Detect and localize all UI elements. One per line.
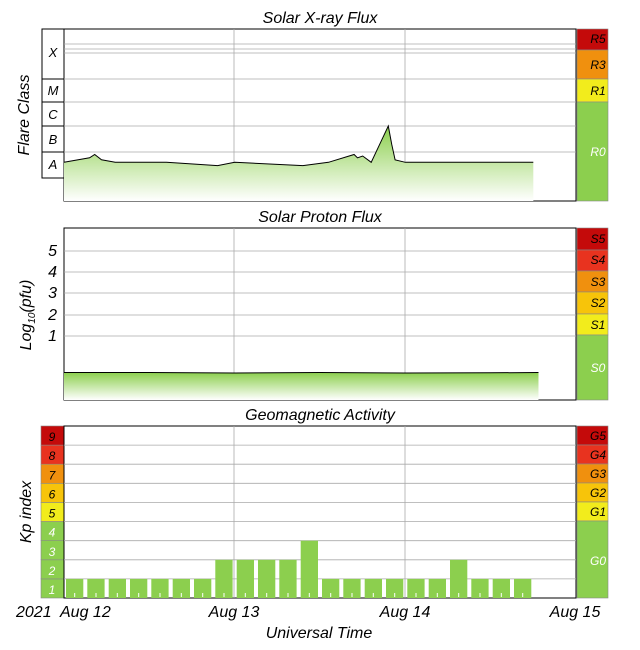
kp-level-label: 6 [49,487,56,501]
proton-title: Solar Proton Flux [258,209,383,226]
kp-level-label: 5 [49,507,56,521]
xray-r-scale: R5 R3 R1 R0 [576,28,609,202]
class-label-m: M [48,83,59,98]
proton-ylabel-sub: 10 [27,312,38,324]
x-tick-aug13: Aug 13 [208,604,260,621]
kp-level-label: 2 [48,564,56,578]
kp-bar [322,578,340,598]
geomag-gridlines [64,426,576,598]
s0-label: S0 [591,361,606,375]
s0-box [576,334,609,401]
kp-level-label: 3 [49,545,56,559]
kp-level-label: 4 [49,526,56,540]
kp-bar [258,559,276,598]
kp-bar [151,578,169,598]
xray-flux-line [63,124,534,167]
geomag-ylabel: Kp index [18,480,35,543]
kp-bar [492,578,510,598]
proton-panel: Solar Proton Flux Log10(pfu) 5 4 3 2 1 [18,209,609,401]
proton-ylabel: Log10(pfu) [18,280,38,351]
g2-label: G2 [590,486,606,500]
g3-label: G3 [590,467,606,481]
r5-label: R5 [590,32,606,46]
x-tick-aug14: Aug 14 [379,604,431,621]
x-axis-year: 2021 [15,604,52,621]
kp-bar [450,559,468,598]
proton-flux-line [64,371,539,374]
kp-bar [87,578,105,598]
kp-bar [428,578,446,598]
proton-ytick-2: 2 [47,307,57,324]
proton-flux-area [64,372,539,400]
class-label-a: A [48,157,58,172]
s4-label: S4 [591,253,606,267]
class-label-b: B [49,132,58,147]
kp-bar [364,578,382,598]
x-axis: 2021 Aug 12 Aug 13 Aug 14 Aug 15 Univers… [15,604,600,642]
geomag-plot-frame [63,425,577,599]
kp-bar [300,540,318,598]
x-tick-aug15: Aug 15 [549,604,601,621]
kp-bar [407,578,425,598]
geomag-panel: Geomagnetic Activity Kp index 123456789 … [18,407,609,599]
proton-ytick-1: 1 [48,328,57,345]
proton-flux-series [64,371,539,400]
proton-ytick-3: 3 [48,285,57,302]
kp-bar [108,578,126,598]
proton-yticks: 5 4 3 2 1 [47,243,57,345]
s1-label: S1 [591,318,606,332]
proton-ylabel-main: Log [18,324,35,351]
kp-level-label: 7 [49,468,57,482]
kp-bar [194,578,212,598]
kp-level-label: 8 [49,449,56,463]
kp-bar [343,578,361,598]
xray-panel: Solar X-ray Flux Flare Class X M C B A [16,10,609,202]
s3-label: S3 [591,275,606,289]
xray-gridlines [64,29,576,201]
kp-bar [514,578,532,598]
proton-gridlines [64,228,576,400]
class-label-c: C [48,107,58,122]
geomag-g-scale: G5 G4 G3 G2 G1 G0 [576,425,609,599]
kp-bar [236,559,254,598]
kp-bar [386,578,404,598]
kp-bars [66,540,532,598]
proton-ytick-4: 4 [48,264,57,281]
xray-flux-area [64,126,534,201]
kp-bar [471,578,489,598]
kp-bar [279,559,297,598]
kp-bar [66,578,84,598]
r1-label: R1 [590,84,605,98]
g1-label: G1 [590,505,606,519]
proton-ytick-5: 5 [48,243,57,260]
r0-label: R0 [590,145,606,159]
g0-label: G0 [590,554,606,568]
geomag-title: Geomagnetic Activity [245,407,396,424]
x-tick-aug12: Aug 12 [59,604,111,621]
x-axis-title: Universal Time [266,625,373,642]
xray-title: Solar X-ray Flux [263,10,379,27]
r3-label: R3 [590,58,606,72]
g5-label: G5 [590,429,606,443]
xray-flux-series [63,124,534,201]
proton-s-scale: S5 S4 S3 S2 S1 S0 [576,227,609,401]
kp-level-label: 1 [49,583,56,597]
kp-level-label: 9 [49,430,56,444]
class-label-x: X [48,45,59,60]
r3-box [576,49,609,80]
xray-class-axis: X M C B A [41,28,65,179]
kp-bar [215,559,233,598]
xray-ylabel: Flare Class [16,75,33,156]
kp-bar [172,578,190,598]
s2-label: S2 [591,296,606,310]
kp-bar [130,578,148,598]
r0-box [576,101,609,202]
proton-ylabel-tail: (pfu) [18,280,35,313]
s5-label: S5 [591,232,606,246]
g0-box [576,520,609,599]
proton-plot-frame [63,227,577,401]
kp-color-axis: 1 2 3 4 5 6 7 8 9 [40,425,65,599]
g4-label: G4 [590,448,606,462]
